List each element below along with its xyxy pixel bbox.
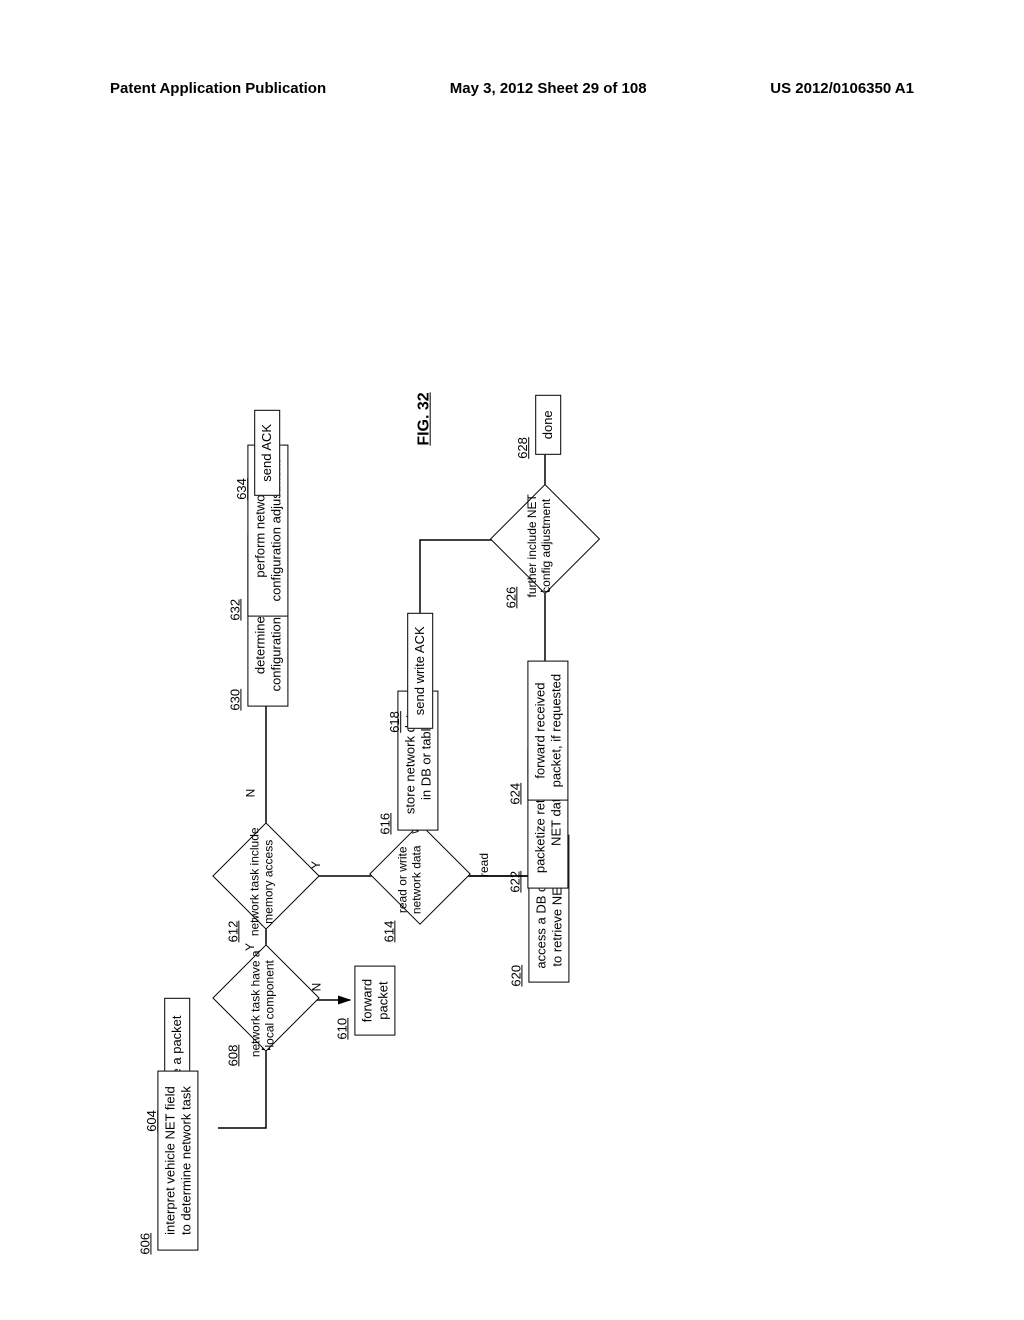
node-618: send write ACK bbox=[407, 613, 433, 729]
edge-608-n: N bbox=[309, 983, 323, 992]
node-634: send ACK bbox=[254, 410, 280, 496]
node-606: interpret vehicle NET field to determine… bbox=[157, 1071, 198, 1251]
decision-612-text: network task include memory access bbox=[249, 827, 277, 936]
ref-610: 610 bbox=[334, 1018, 349, 1040]
node-624: forward received packet, if requested bbox=[527, 661, 568, 801]
header-left: Patent Application Publication bbox=[110, 80, 326, 97]
page-header: Patent Application Publication May 3, 20… bbox=[110, 80, 914, 97]
ref-614: 614 bbox=[381, 921, 396, 943]
ref-628: 628 bbox=[515, 437, 530, 459]
node-610: forward packet bbox=[354, 966, 395, 1036]
ref-626: 626 bbox=[503, 587, 518, 609]
flowchart-diagram: 604 receive a packet 606 interpret vehic… bbox=[140, 260, 660, 1180]
decision-614-text: read or write network data bbox=[397, 845, 425, 914]
ref-612: 612 bbox=[225, 921, 240, 943]
ref-624: 624 bbox=[507, 783, 522, 805]
ref-608: 608 bbox=[225, 1045, 240, 1067]
ref-632: 632 bbox=[227, 599, 242, 621]
header-center: May 3, 2012 Sheet 29 of 108 bbox=[450, 80, 647, 97]
ref-620: 620 bbox=[508, 965, 523, 987]
ref-618: 618 bbox=[387, 711, 402, 733]
ref-630: 630 bbox=[227, 689, 242, 711]
decision-608-text: network task have a local component bbox=[250, 950, 278, 1057]
ref-606: 606 bbox=[137, 1233, 152, 1255]
figure-label: FIG. 32 bbox=[416, 392, 434, 445]
edge-614-read: read bbox=[477, 853, 491, 877]
edge-612-n: N bbox=[243, 789, 257, 798]
ref-634: 634 bbox=[234, 478, 249, 500]
header-right: US 2012/0106350 A1 bbox=[770, 80, 914, 97]
ref-616: 616 bbox=[377, 813, 392, 835]
ref-622: 622 bbox=[507, 871, 522, 893]
node-628: done bbox=[535, 395, 561, 455]
decision-626-text: further include NET config adjustment bbox=[526, 494, 554, 597]
edge-612-y: Y bbox=[309, 861, 323, 869]
edge-608-y: Y bbox=[243, 943, 257, 951]
